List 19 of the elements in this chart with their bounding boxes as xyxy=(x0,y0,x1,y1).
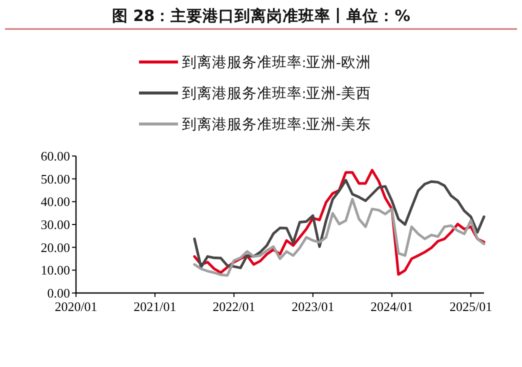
x-tick-label: 2021/01 xyxy=(134,299,176,314)
y-tick-label: 20.00 xyxy=(40,240,70,255)
y-tick-label: 0.00 xyxy=(47,286,70,300)
x-tick-label: 2022/01 xyxy=(212,299,256,314)
x-tick-label: 2025/01 xyxy=(450,299,492,314)
x-tick-label: 2023/01 xyxy=(292,299,334,314)
line-series xyxy=(193,198,486,277)
y-tick-label: 10.00 xyxy=(40,262,70,278)
y-tick-label: 30.00 xyxy=(40,217,70,232)
y-tick-label: 50.00 xyxy=(40,171,70,186)
x-tick-label: 2024/01 xyxy=(370,299,414,314)
y-tick-label: 60.00 xyxy=(40,148,70,164)
legend-label: 到离港服务准班率:亚洲-美西 xyxy=(182,85,371,102)
x-tick-label: 2020/01 xyxy=(54,299,98,314)
legend-label: 到离港服务准班率:亚洲-美东 xyxy=(182,116,371,133)
line-series xyxy=(193,178,486,270)
y-tick-label: 40.00 xyxy=(40,194,70,210)
legend-label: 到离港服务准班率:亚洲-欧洲 xyxy=(182,54,371,71)
chart-title: 图 28：主要港口到离岗准班率丨单位：% xyxy=(112,6,411,25)
